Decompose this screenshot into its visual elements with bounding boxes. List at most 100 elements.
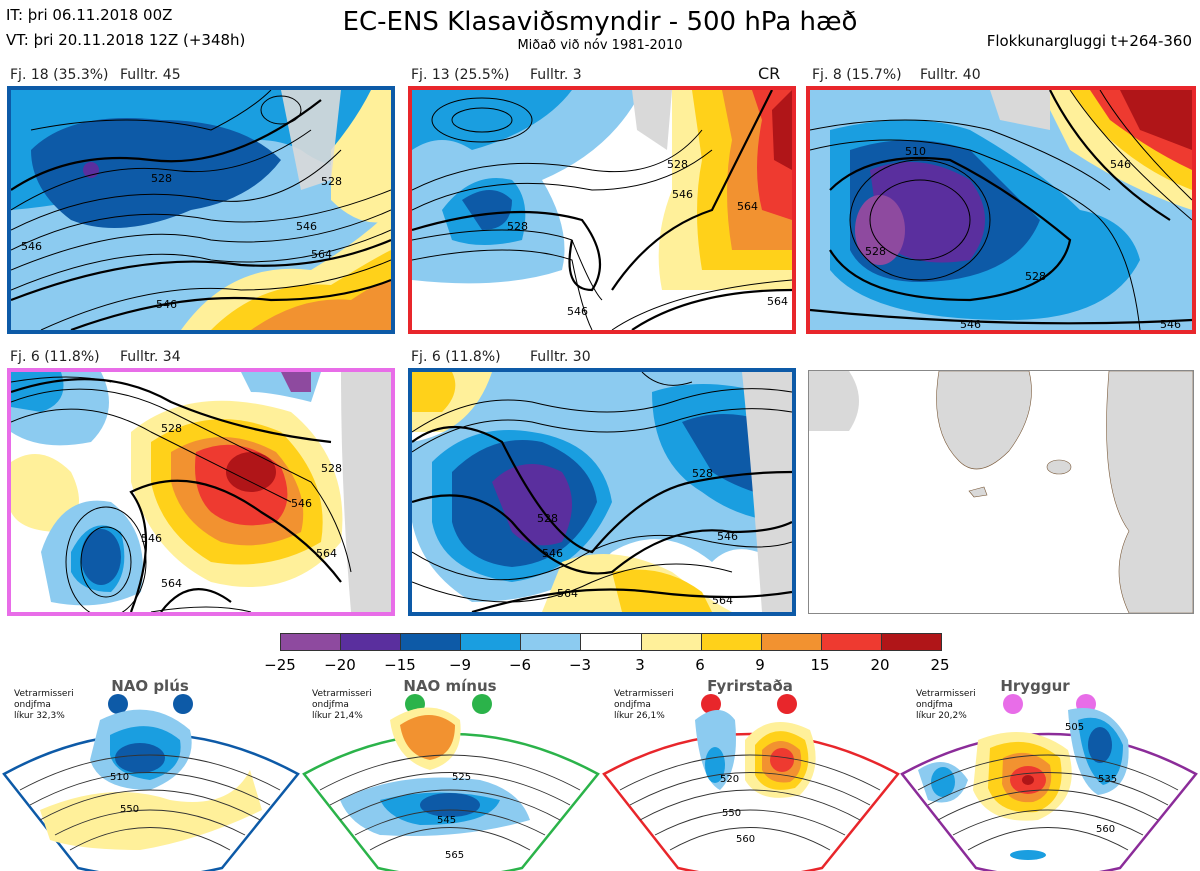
contour-label: 546 <box>567 305 588 318</box>
page-title: EC-ENS Klasaviðsmyndir - 500 hPa hæð <box>342 7 858 37</box>
colorbar <box>280 633 942 651</box>
contour-label: 528 <box>667 158 688 171</box>
contour-label: 510 <box>905 145 926 158</box>
regime-months: ondjfma <box>916 700 953 710</box>
contour-label: 528 <box>151 172 172 185</box>
panel-5-rep: Fulltr. 30 <box>530 349 591 365</box>
regime-3-dot <box>701 694 721 714</box>
regime-2-dot <box>472 694 492 714</box>
regime-4-dot <box>1003 694 1023 714</box>
regime-1-info: Vetrarmisseri ondjfma líkur 32,3% <box>14 689 74 722</box>
colorbar-bin <box>821 634 882 650</box>
empty-base-map <box>808 370 1194 614</box>
panel-5-map: 528 546 528 546 564 564 <box>412 372 792 612</box>
colorbar-bin <box>461 634 522 650</box>
regime-probability: líkur 32,3% <box>14 711 65 721</box>
colorbar-tick: 15 <box>810 656 830 674</box>
contour-label: 528 <box>321 175 342 188</box>
regime-4-info: Vetrarmisseri ondjfma líkur 20,2% <box>916 689 976 722</box>
contour-label: 546 <box>542 547 563 560</box>
regime-1-dot <box>173 694 193 714</box>
panel-4-map: 528 528 546 564 546 564 <box>11 372 391 612</box>
regime-3-info: Vetrarmisseri ondjfma líkur 26,1% <box>614 689 674 722</box>
contour-label: 546 <box>291 497 312 510</box>
regime-contour-label: 505 <box>1065 722 1084 733</box>
panel-3-map: 510 528 546 528 546 546 <box>810 90 1192 330</box>
regime-contour-label: 560 <box>736 834 755 845</box>
contour-label: 528 <box>537 512 558 525</box>
cluster-panel-2[interactable]: 528 546 564 546 564 528 <box>408 86 796 334</box>
panel-4-count: Fj. 6 (11.8%) <box>10 349 100 365</box>
panel-1-rep: Fulltr. 45 <box>120 67 181 83</box>
regime-contour-label: 520 <box>720 774 739 785</box>
colorbar-bin <box>761 634 822 650</box>
contour-label: 564 <box>737 200 758 213</box>
initial-time: IT: þri 06.11.2018 00Z <box>6 6 173 24</box>
panel-2-tag: CR <box>758 64 781 83</box>
colorbar-bin <box>701 634 762 650</box>
regime-contour-label: 510 <box>110 772 129 783</box>
regime-months: ondjfma <box>14 700 51 710</box>
regime-1-title: NAO plús <box>111 677 189 695</box>
regime-season: Vetrarmisseri <box>312 689 372 699</box>
regime-season: Vetrarmisseri <box>916 689 976 699</box>
cluster-panel-1[interactable]: 528 546 564 546 528 546 <box>7 86 395 334</box>
contour-label: 546 <box>21 240 42 253</box>
contour-label: 528 <box>692 467 713 480</box>
classification-window: Flokkunargluggi t+264-360 <box>986 32 1192 50</box>
base-map-outline <box>809 371 1193 613</box>
colorbar-bin <box>281 634 342 650</box>
contour-label: 528 <box>161 422 182 435</box>
regime-contour-label: 560 <box>1096 824 1115 835</box>
regime-contour-label: 535 <box>1098 774 1117 785</box>
contour-label: 564 <box>712 594 733 607</box>
colorbar-bin <box>881 634 942 650</box>
regime-probability: líkur 21,4% <box>312 711 363 721</box>
panel-3-rep: Fulltr. 40 <box>920 67 981 83</box>
contour-label: 528 <box>321 462 342 475</box>
colorbar-tick: 9 <box>755 656 765 674</box>
contour-label: 546 <box>141 532 162 545</box>
regime-contour-label: 565 <box>445 850 464 861</box>
colorbar-bin <box>641 634 702 650</box>
contour-label: 546 <box>672 188 693 201</box>
contour-label: 546 <box>1160 318 1181 330</box>
regime-contour-label: 550 <box>722 808 741 819</box>
regime-months: ondjfma <box>614 700 651 710</box>
colorbar-tick: −3 <box>568 656 592 674</box>
colorbar-tick: 3 <box>635 656 645 674</box>
regime-4-title: Hryggur <box>1000 677 1070 695</box>
contour-label: 546 <box>1110 158 1131 171</box>
contour-label: 546 <box>717 530 738 543</box>
colorbar-tick: 25 <box>930 656 950 674</box>
regime-1-map: 510 550 <box>2 709 300 871</box>
contour-label: 546 <box>960 318 981 330</box>
regime-contour-label: 525 <box>452 772 471 783</box>
cluster-panel-5[interactable]: 528 546 528 546 564 564 <box>408 368 796 616</box>
contour-label: 564 <box>557 587 578 600</box>
regime-probability: líkur 20,2% <box>916 711 967 721</box>
colorbar-tick: −25 <box>264 656 296 674</box>
regime-3-map: 520 550 560 <box>602 710 900 871</box>
panel-2-map: 528 546 564 546 564 528 <box>412 90 792 330</box>
cluster-panel-3[interactable]: 510 528 546 528 546 546 <box>806 86 1196 334</box>
page-subtitle: Miðað við nóv 1981-2010 <box>517 38 683 53</box>
regime-3-title: Fyrirstaða <box>707 677 793 695</box>
colorbar-bin <box>341 634 402 650</box>
regime-2-map: 525 545 565 <box>302 707 600 871</box>
regime-contour-label: 545 <box>437 815 456 826</box>
colorbar-tick: −6 <box>508 656 532 674</box>
panel-4-rep: Fulltr. 34 <box>120 349 181 365</box>
regime-months: ondjfma <box>312 700 349 710</box>
cluster-panel-4[interactable]: 528 528 546 564 546 564 <box>7 368 395 616</box>
contour-label: 528 <box>865 245 886 258</box>
regime-probability: líkur 26,1% <box>614 711 665 721</box>
regime-season: Vetrarmisseri <box>614 689 674 699</box>
colorbar-tick: 6 <box>695 656 705 674</box>
panel-3-count: Fj. 8 (15.7%) <box>812 67 902 83</box>
colorbar-tick: 20 <box>870 656 890 674</box>
regime-1-dot <box>108 694 128 714</box>
contour-label: 528 <box>507 220 528 233</box>
panel-1-map: 528 546 564 546 528 546 <box>11 90 391 330</box>
panel-1-count: Fj. 18 (35.3%) <box>10 67 109 83</box>
